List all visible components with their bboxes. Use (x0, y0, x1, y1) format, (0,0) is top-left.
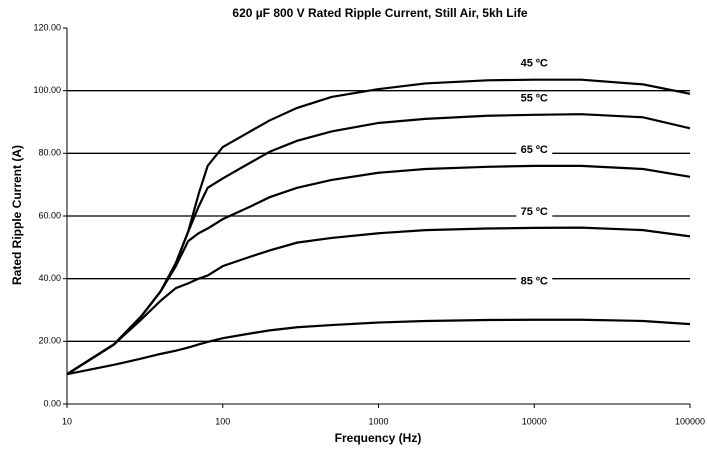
y-tick-label: 80.00 (38, 148, 61, 158)
series-line (66, 164, 691, 376)
label-bg (516, 142, 553, 157)
y-tick-label: 100.00 (33, 85, 61, 95)
label-bg (516, 56, 553, 71)
series-label: 75 ºC (521, 206, 548, 218)
series-label: 55 ºC (521, 93, 548, 105)
series-line (66, 226, 691, 376)
x-tick-label: 1000 (368, 416, 388, 426)
y-tick-label: 20.00 (38, 336, 61, 346)
y-tick-label: 40.00 (38, 273, 61, 283)
x-tick-label: 10000 (522, 416, 547, 426)
x-tick-label: 100 (215, 416, 230, 426)
y-axis-title: Rated Ripple Current (A) (10, 145, 24, 285)
y-tick-label: 60.00 (38, 210, 61, 220)
series-label: 85 ºC (521, 276, 548, 288)
series-label: 65 ºC (521, 144, 548, 156)
x-axis-title: Frequency (Hz) (335, 431, 422, 445)
x-tick-label: 10 (62, 416, 72, 426)
chart-title: 620 µF 800 V Rated Ripple Current, Still… (232, 6, 528, 20)
y-tick-label: 120.00 (33, 22, 61, 32)
label-bg (516, 274, 553, 289)
y-tick-label: 0.00 (43, 398, 61, 408)
label-bg (516, 91, 553, 106)
series-line (66, 318, 691, 376)
label-bg (516, 204, 553, 219)
series-label: 45 ºC (521, 58, 548, 70)
x-tick-label: 100000 (675, 416, 705, 426)
